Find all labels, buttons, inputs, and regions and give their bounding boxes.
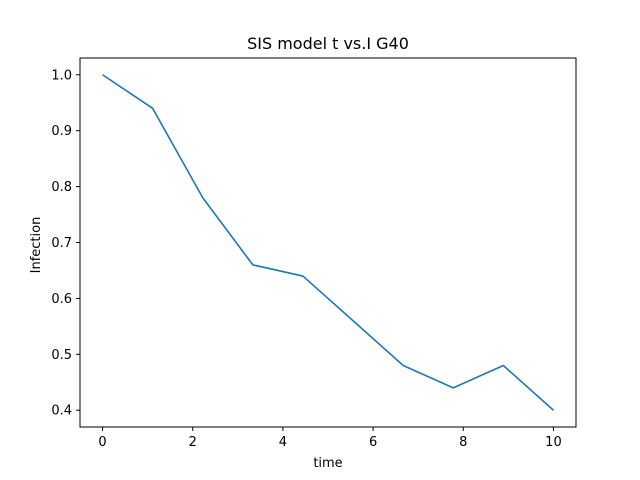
y-tick-label: 0.5: [51, 348, 72, 363]
x-tick-label: 4: [279, 435, 287, 450]
y-axis: 0.4 0.5 0.6 0.7 0.8 0.9 1.0: [51, 68, 80, 419]
x-axis-title: time: [313, 456, 342, 471]
y-tick-label: 0.6: [51, 292, 72, 307]
series-line: [102, 74, 554, 411]
chart-title: SIS model t vs.I G40: [247, 34, 409, 53]
y-tick-label: 0.8: [51, 180, 72, 195]
x-axis: 0 2 4 6 8 10: [98, 427, 562, 450]
x-tick-label: 8: [459, 435, 467, 450]
x-tick-label: 2: [189, 435, 197, 450]
y-tick-label: 0.4: [51, 404, 72, 419]
y-tick-label: 1.0: [51, 68, 72, 83]
x-tick-label: 10: [545, 435, 562, 450]
series-layer: [102, 74, 554, 411]
y-axis-title: Infection: [29, 217, 44, 274]
x-tick-label: 0: [98, 435, 106, 450]
x-tick-label: 6: [369, 435, 377, 450]
y-tick-label: 0.9: [51, 124, 72, 139]
y-tick-label: 0.7: [51, 236, 72, 251]
